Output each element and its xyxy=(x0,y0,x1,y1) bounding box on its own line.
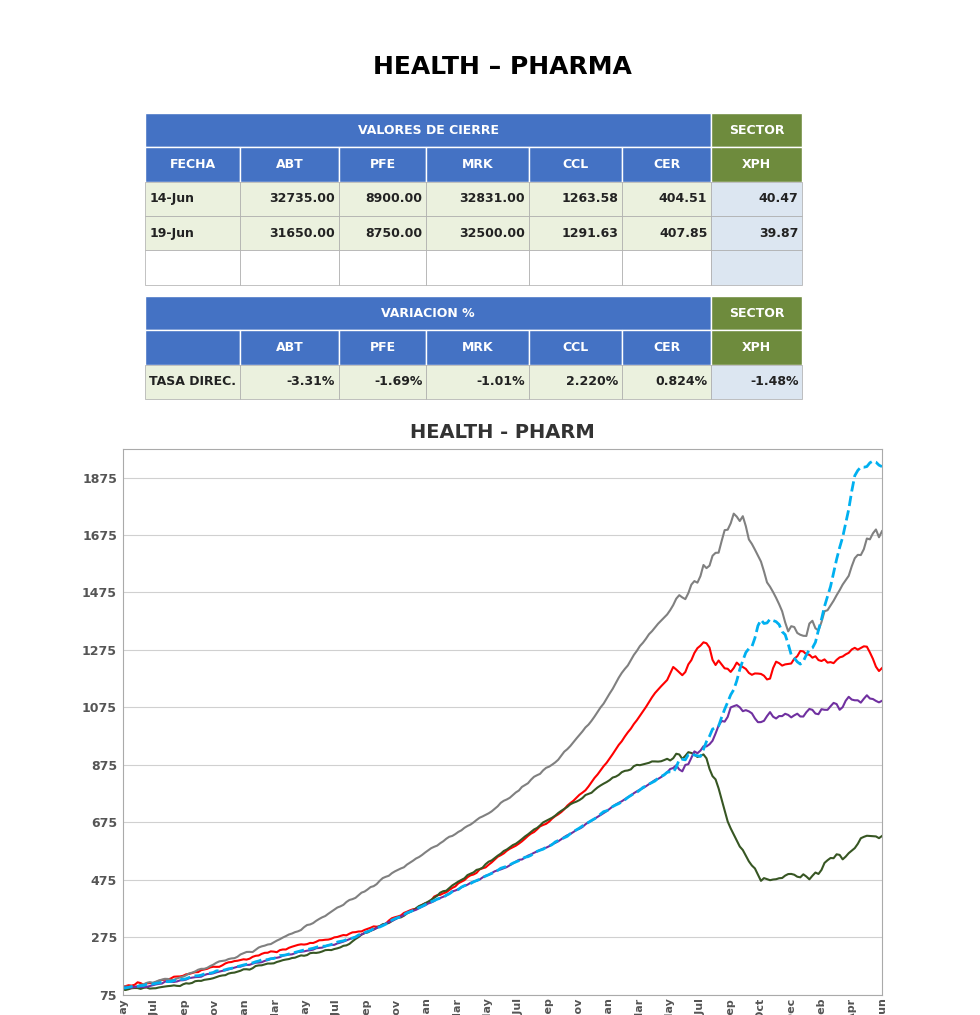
Bar xyxy=(145,182,240,216)
Text: 407.85: 407.85 xyxy=(659,226,708,240)
Text: -3.31%: -3.31% xyxy=(287,376,335,389)
Bar xyxy=(529,330,622,364)
Text: VARIACION %: VARIACION % xyxy=(381,307,475,320)
Text: CCL: CCL xyxy=(563,158,589,172)
Bar xyxy=(529,251,622,284)
Bar xyxy=(426,330,529,364)
Text: XPH: XPH xyxy=(742,158,771,172)
Bar xyxy=(711,251,803,284)
Bar xyxy=(622,330,711,364)
Bar xyxy=(711,216,803,251)
Text: ABT: ABT xyxy=(275,158,304,172)
Text: MRK: MRK xyxy=(462,341,493,354)
Bar xyxy=(339,147,426,182)
Text: 32735.00: 32735.00 xyxy=(270,193,335,205)
Bar xyxy=(529,182,622,216)
Text: -1.01%: -1.01% xyxy=(476,376,525,389)
Bar xyxy=(145,251,240,284)
Bar xyxy=(339,216,426,251)
Bar xyxy=(529,216,622,251)
Text: VALORES DE CIERRE: VALORES DE CIERRE xyxy=(358,124,499,137)
Text: SECTOR: SECTOR xyxy=(729,307,784,320)
Text: 32500.00: 32500.00 xyxy=(460,226,525,240)
Text: 39.87: 39.87 xyxy=(760,226,799,240)
Bar xyxy=(711,296,803,330)
Text: 14-Jun: 14-Jun xyxy=(149,193,194,205)
Bar xyxy=(426,216,529,251)
Bar xyxy=(426,364,529,399)
Bar xyxy=(622,216,711,251)
Text: FECHA: FECHA xyxy=(170,158,216,172)
Bar xyxy=(529,364,622,399)
Text: HEALTH – PHARMA: HEALTH – PHARMA xyxy=(372,55,632,79)
Text: CER: CER xyxy=(653,341,680,354)
Text: CER: CER xyxy=(653,158,680,172)
Bar xyxy=(529,147,622,182)
Text: 1291.63: 1291.63 xyxy=(562,226,618,240)
Bar xyxy=(426,147,529,182)
Text: 40.47: 40.47 xyxy=(759,193,799,205)
Text: MRK: MRK xyxy=(462,158,493,172)
Text: -1.69%: -1.69% xyxy=(374,376,422,389)
Bar xyxy=(240,251,339,284)
Bar xyxy=(145,114,711,147)
Text: 0.824%: 0.824% xyxy=(656,376,708,389)
Bar xyxy=(145,296,711,330)
Text: TASA DIREC.: TASA DIREC. xyxy=(149,376,236,389)
Text: XPH: XPH xyxy=(742,341,771,354)
Bar xyxy=(145,147,240,182)
Text: 404.51: 404.51 xyxy=(659,193,708,205)
Bar xyxy=(145,364,240,399)
Bar xyxy=(711,147,803,182)
Bar xyxy=(622,182,711,216)
Bar xyxy=(711,114,803,147)
Bar xyxy=(240,216,339,251)
Bar xyxy=(622,364,711,399)
Bar xyxy=(622,147,711,182)
Text: 32831.00: 32831.00 xyxy=(460,193,525,205)
Text: -1.48%: -1.48% xyxy=(750,376,799,389)
Text: ABT: ABT xyxy=(275,341,304,354)
Bar xyxy=(426,182,529,216)
Bar xyxy=(339,251,426,284)
Bar xyxy=(711,182,803,216)
Text: 1263.58: 1263.58 xyxy=(562,193,618,205)
Text: 8750.00: 8750.00 xyxy=(366,226,422,240)
Bar xyxy=(240,330,339,364)
Text: CCL: CCL xyxy=(563,341,589,354)
Bar xyxy=(240,364,339,399)
Text: SECTOR: SECTOR xyxy=(729,124,784,137)
Text: PFE: PFE xyxy=(369,341,396,354)
Text: 19-Jun: 19-Jun xyxy=(149,226,194,240)
Bar xyxy=(339,182,426,216)
Bar xyxy=(426,251,529,284)
Bar xyxy=(145,330,240,364)
Bar xyxy=(240,182,339,216)
Bar xyxy=(711,364,803,399)
Title: HEALTH - PHARM: HEALTH - PHARM xyxy=(410,422,595,442)
Bar xyxy=(339,330,426,364)
Text: 2.220%: 2.220% xyxy=(566,376,618,389)
Bar xyxy=(622,251,711,284)
Bar xyxy=(711,330,803,364)
Bar xyxy=(240,147,339,182)
Text: 31650.00: 31650.00 xyxy=(270,226,335,240)
Text: 8900.00: 8900.00 xyxy=(366,193,422,205)
Bar xyxy=(145,216,240,251)
Bar xyxy=(339,364,426,399)
Text: PFE: PFE xyxy=(369,158,396,172)
